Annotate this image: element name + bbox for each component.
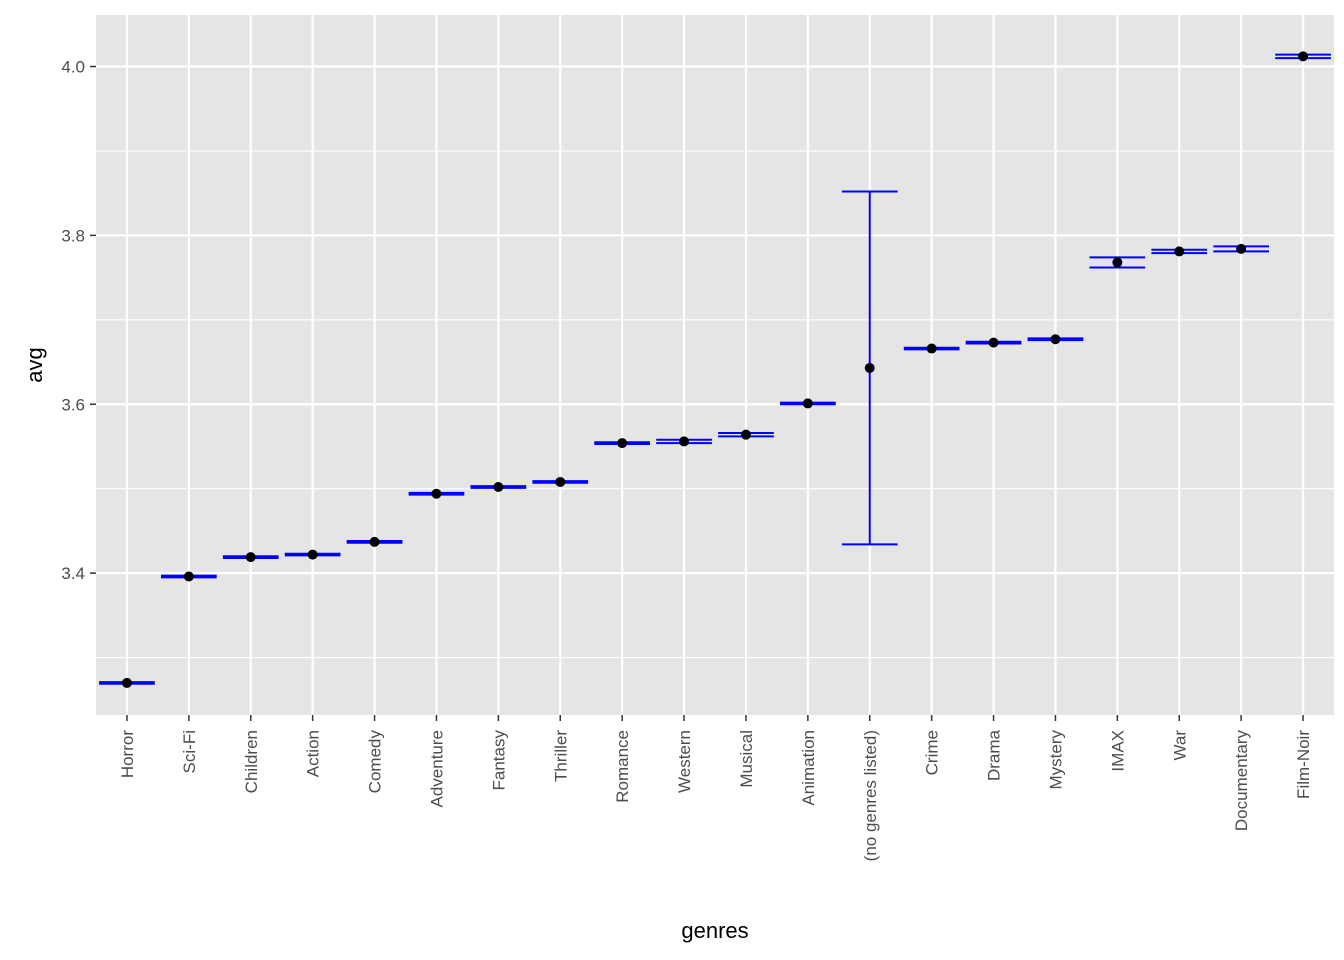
data-point bbox=[431, 488, 442, 499]
x-tick-label: Children bbox=[242, 730, 261, 793]
x-axis: Horror Sci-Fi Children Action Comedy Adventur… bbox=[118, 715, 1313, 861]
x-tick-label: Comedy bbox=[366, 730, 385, 794]
x-axis-title: genres bbox=[681, 918, 748, 943]
data-points bbox=[121, 51, 1309, 688]
x-tick-label: Western bbox=[675, 730, 694, 793]
data-point bbox=[988, 337, 999, 348]
data-point bbox=[1112, 257, 1123, 268]
grid-minor bbox=[96, 150, 1334, 659]
x-tick-label: (no genres listed) bbox=[861, 730, 880, 861]
data-point bbox=[926, 343, 937, 354]
x-tick-label: Drama bbox=[985, 729, 1004, 781]
x-tick-label: IMAX bbox=[1108, 730, 1127, 772]
x-tick-label: Animation bbox=[799, 730, 818, 806]
x-tick-label: Film-Noir bbox=[1294, 730, 1313, 799]
data-point bbox=[369, 536, 380, 547]
y-tick-label: 3.4 bbox=[61, 564, 85, 583]
data-point bbox=[1174, 246, 1185, 257]
y-tick-label: 4.0 bbox=[61, 58, 85, 77]
data-point bbox=[245, 552, 256, 563]
x-tick-label: Musical bbox=[737, 730, 756, 788]
data-point bbox=[307, 549, 318, 560]
data-point bbox=[1050, 334, 1061, 345]
x-tick-label: War bbox=[1170, 730, 1189, 761]
data-point bbox=[1298, 51, 1309, 62]
data-point bbox=[802, 398, 813, 409]
x-tick-label: Fantasy bbox=[489, 730, 508, 791]
data-point bbox=[121, 677, 132, 688]
y-tick-label: 3.8 bbox=[61, 226, 85, 245]
plot-panel bbox=[96, 15, 1334, 715]
y-axis-title: avg bbox=[22, 347, 47, 382]
x-tick-label: Action bbox=[304, 730, 323, 777]
x-tick-label: Documentary bbox=[1232, 730, 1251, 832]
y-tick-label: 3.6 bbox=[61, 395, 85, 414]
data-point bbox=[493, 482, 504, 493]
data-point bbox=[864, 362, 875, 373]
y-axis: 3.4 3.6 3.8 4.0 bbox=[61, 58, 96, 583]
data-point bbox=[555, 476, 566, 487]
x-tick-label: Crime bbox=[923, 730, 942, 775]
x-tick-label: Adventure bbox=[427, 730, 446, 808]
data-point bbox=[1236, 243, 1247, 254]
x-tick-label: Sci-Fi bbox=[180, 730, 199, 773]
grid-major bbox=[96, 15, 1334, 715]
x-tick-label: Romance bbox=[613, 730, 632, 803]
data-point bbox=[617, 438, 628, 449]
data-point bbox=[740, 429, 751, 440]
x-tick-label: Mystery bbox=[1046, 730, 1065, 790]
x-tick-label: Horror bbox=[118, 730, 137, 779]
data-point bbox=[679, 436, 690, 447]
data-point bbox=[183, 571, 194, 582]
x-tick-label: Thriller bbox=[551, 730, 570, 782]
